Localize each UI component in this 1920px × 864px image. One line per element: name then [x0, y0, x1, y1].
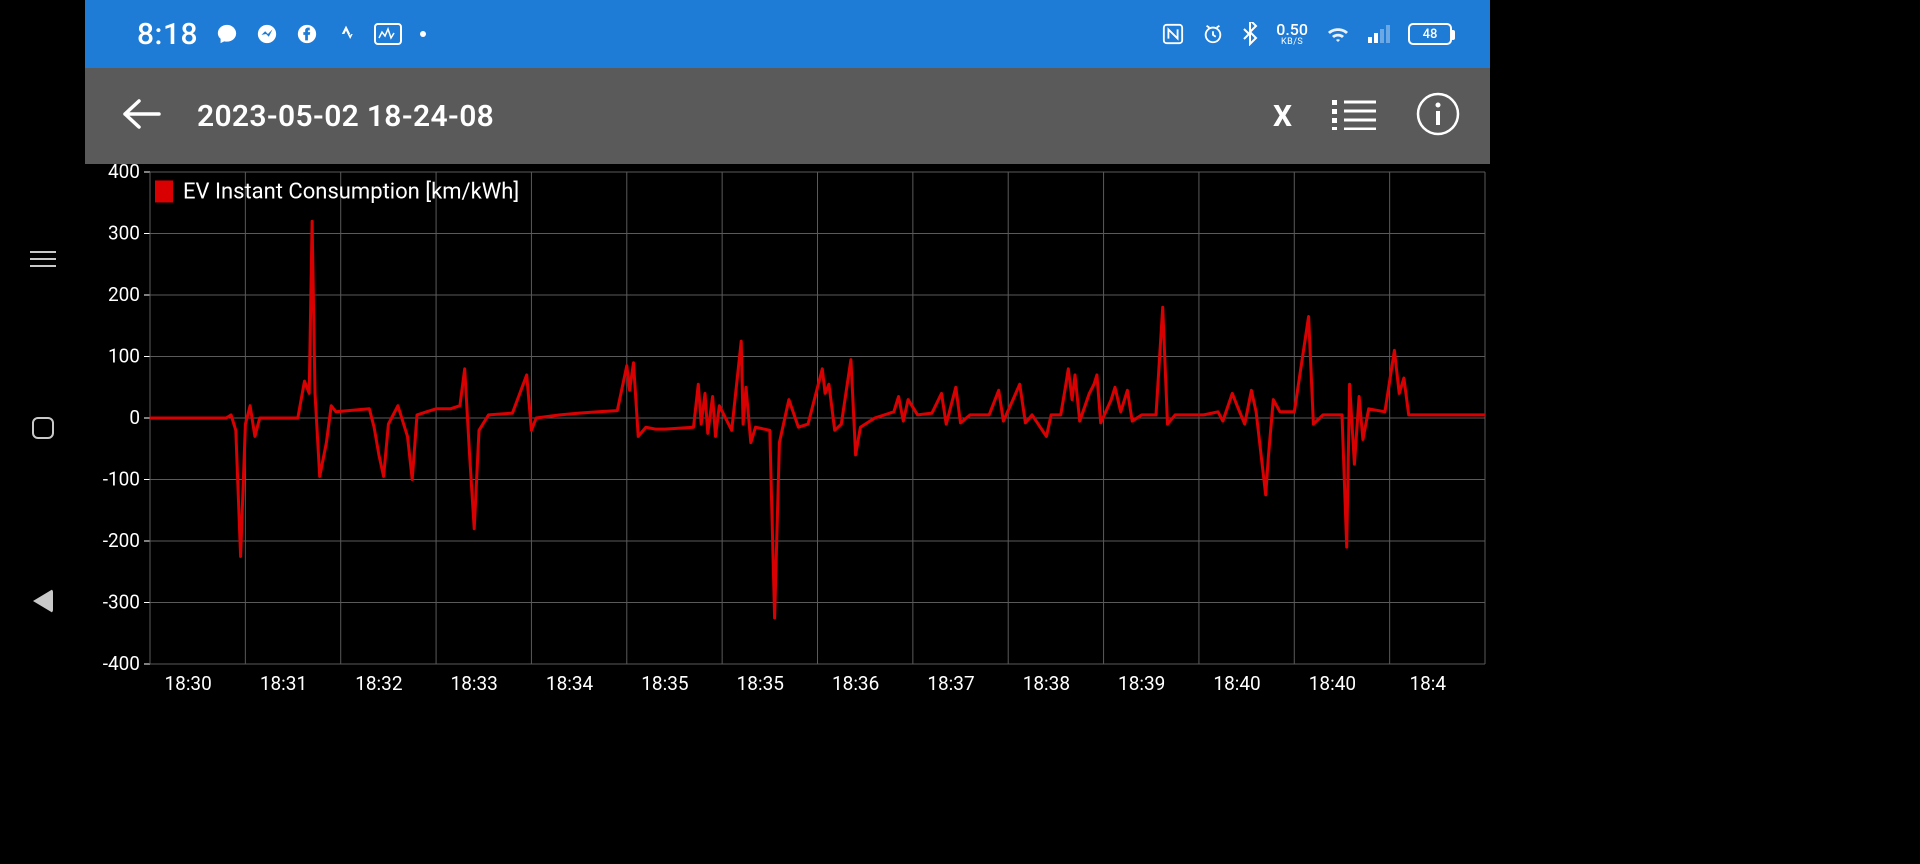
back-nav-icon[interactable] [33, 589, 53, 613]
page-title: 2023-05-02 18-24-08 [197, 99, 1243, 134]
svg-text:0: 0 [129, 406, 140, 429]
svg-text:-200: -200 [103, 529, 140, 552]
bluetooth-icon [1242, 22, 1258, 46]
messenger-notification-icon [256, 23, 278, 45]
svg-text:18:4: 18:4 [1409, 672, 1446, 695]
svg-text:18:37: 18:37 [927, 672, 974, 695]
svg-text:18:40: 18:40 [1309, 672, 1356, 695]
svg-text:18:40: 18:40 [1213, 672, 1260, 695]
svg-text:18:39: 18:39 [1118, 672, 1165, 695]
data-rate-value: 0.50 [1276, 22, 1308, 38]
svg-text:18:35: 18:35 [641, 672, 688, 695]
data-rate-indicator: 0.50 KB/S [1276, 22, 1308, 47]
svg-text:18:33: 18:33 [451, 672, 498, 695]
status-bar: 8:18 [85, 0, 1490, 68]
svg-text:18:30: 18:30 [164, 672, 211, 695]
android-nav-rail [0, 0, 85, 864]
chat-notification-icon [216, 23, 238, 45]
svg-text:100: 100 [108, 345, 140, 368]
svg-text:18:38: 18:38 [1023, 672, 1070, 695]
wifi-icon [1326, 24, 1350, 44]
chart-container[interactable]: -400 -300 -200 -100 0 100 200 300 400 18:30 18:31 1… [85, 164, 1490, 704]
facebook-notification-icon [296, 23, 318, 45]
info-button[interactable] [1416, 92, 1460, 140]
app-bar: 2023-05-02 18-24-08 X [85, 68, 1490, 164]
svg-text:300: 300 [108, 222, 140, 245]
battery-pct: 48 [1423, 27, 1438, 42]
strava-notification-icon [336, 23, 356, 45]
more-notifications-icon [420, 31, 426, 37]
status-clock: 8:18 [137, 17, 198, 52]
svg-text:400: 400 [108, 164, 140, 183]
svg-text:18:31: 18:31 [260, 672, 307, 695]
alarm-icon [1202, 23, 1224, 45]
data-rate-unit: KB/S [1281, 38, 1303, 47]
recents-icon[interactable] [30, 251, 56, 267]
svg-text:18:34: 18:34 [546, 672, 594, 695]
app-notification-icon [374, 23, 402, 45]
svg-text:-400: -400 [103, 652, 140, 675]
svg-text:200: 200 [108, 283, 140, 306]
battery-indicator: 48 [1408, 23, 1452, 45]
consumption-chart[interactable]: -400 -300 -200 -100 0 100 200 300 400 18:30 18:31 1… [85, 164, 1490, 704]
svg-text:-100: -100 [103, 468, 140, 491]
svg-text:EV Instant Consumption [km/kWh: EV Instant Consumption [km/kWh] [183, 179, 519, 204]
list-button[interactable] [1332, 98, 1376, 134]
svg-text:18:35: 18:35 [737, 672, 784, 695]
close-button[interactable]: X [1273, 99, 1292, 134]
svg-text:-300: -300 [103, 591, 140, 614]
app-frame: 8:18 [85, 0, 1490, 864]
signal-icon [1368, 25, 1390, 43]
svg-text:18:32: 18:32 [355, 672, 402, 695]
home-icon[interactable] [32, 417, 54, 439]
svg-text:18:36: 18:36 [832, 672, 879, 695]
back-button[interactable] [115, 91, 167, 141]
nfc-icon [1162, 23, 1184, 45]
